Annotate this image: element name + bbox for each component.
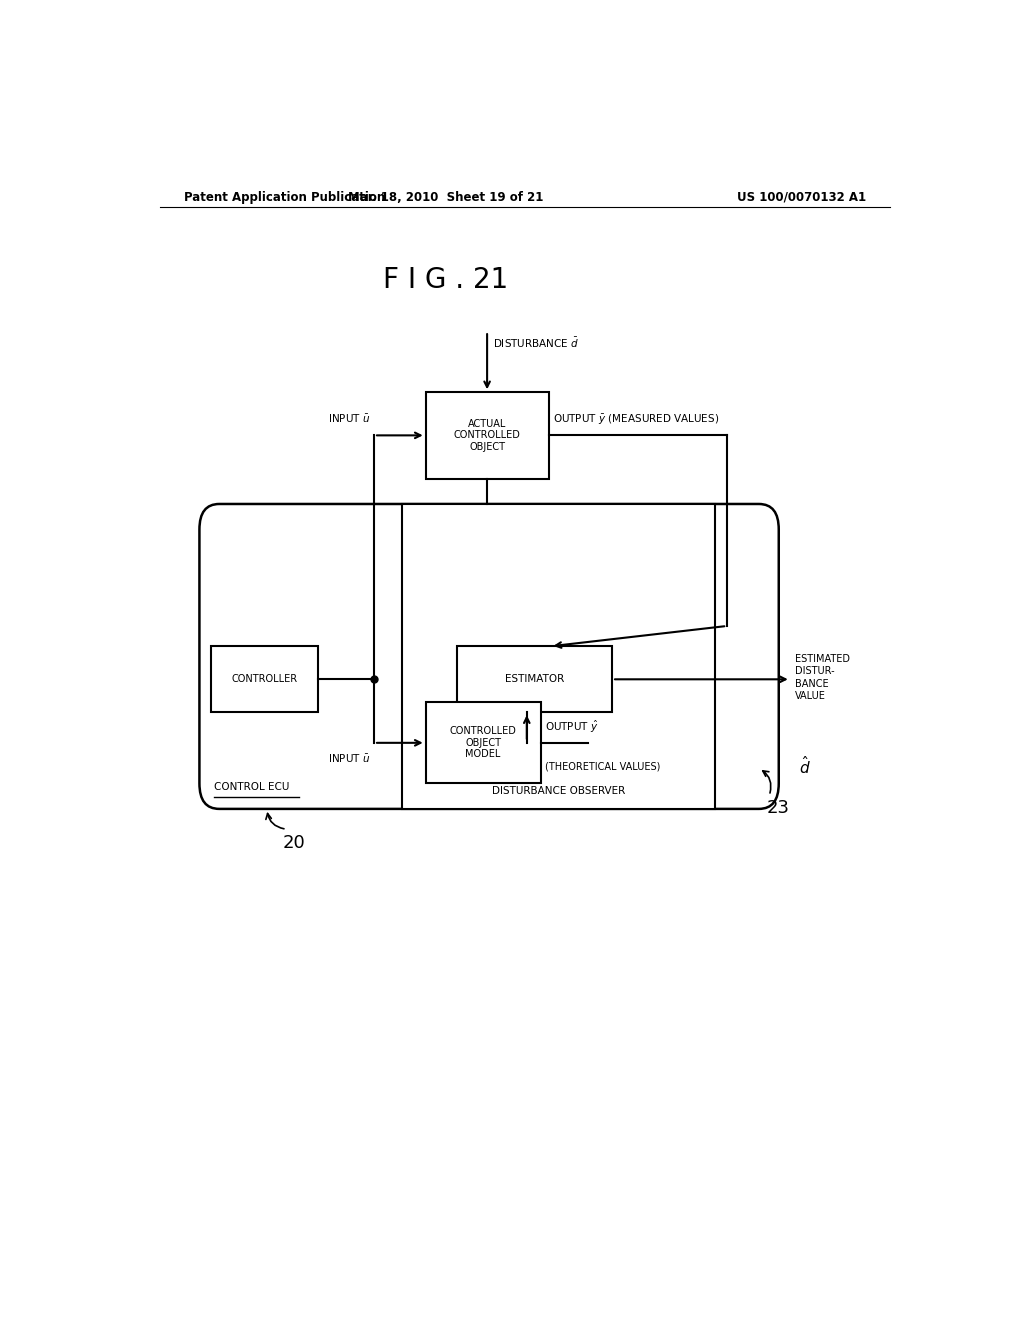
Text: ESTIMATOR: ESTIMATOR bbox=[505, 675, 564, 684]
Text: OUTPUT $\hat{y}$: OUTPUT $\hat{y}$ bbox=[545, 718, 598, 735]
FancyBboxPatch shape bbox=[458, 647, 612, 713]
Text: 20: 20 bbox=[283, 834, 305, 853]
Text: INPUT $\bar{u}$: INPUT $\bar{u}$ bbox=[328, 413, 370, 425]
Text: 23: 23 bbox=[767, 799, 790, 817]
FancyBboxPatch shape bbox=[200, 504, 778, 809]
Text: $\hat{d}$: $\hat{d}$ bbox=[800, 755, 811, 777]
Text: (THEORETICAL VALUES): (THEORETICAL VALUES) bbox=[545, 762, 660, 771]
Text: Mar. 18, 2010  Sheet 19 of 21: Mar. 18, 2010 Sheet 19 of 21 bbox=[348, 190, 543, 203]
Text: OUTPUT $\bar{y}$ (MEASURED VALUES): OUTPUT $\bar{y}$ (MEASURED VALUES) bbox=[553, 413, 719, 428]
Text: F I G . 21: F I G . 21 bbox=[383, 267, 508, 294]
Text: CONTROLLER: CONTROLLER bbox=[231, 675, 298, 684]
Text: DISTURBANCE OBSERVER: DISTURBANCE OBSERVER bbox=[492, 785, 626, 796]
Text: DISTURBANCE $\bar{d}$: DISTURBANCE $\bar{d}$ bbox=[494, 337, 580, 350]
FancyBboxPatch shape bbox=[211, 647, 318, 713]
Text: INPUT $\bar{u}$: INPUT $\bar{u}$ bbox=[328, 752, 370, 766]
Text: ACTUAL
CONTROLLED
OBJECT: ACTUAL CONTROLLED OBJECT bbox=[454, 418, 520, 451]
Text: US 100/0070132 A1: US 100/0070132 A1 bbox=[737, 190, 866, 203]
Text: CONTROL ECU: CONTROL ECU bbox=[214, 781, 289, 792]
Text: ESTIMATED
DISTUR-
BANCE
VALUE: ESTIMATED DISTUR- BANCE VALUE bbox=[795, 653, 850, 701]
FancyBboxPatch shape bbox=[401, 504, 715, 809]
Text: Patent Application Publication: Patent Application Publication bbox=[183, 190, 385, 203]
FancyBboxPatch shape bbox=[426, 702, 541, 784]
FancyBboxPatch shape bbox=[426, 392, 549, 479]
Text: CONTROLLED
OBJECT
MODEL: CONTROLLED OBJECT MODEL bbox=[450, 726, 516, 759]
